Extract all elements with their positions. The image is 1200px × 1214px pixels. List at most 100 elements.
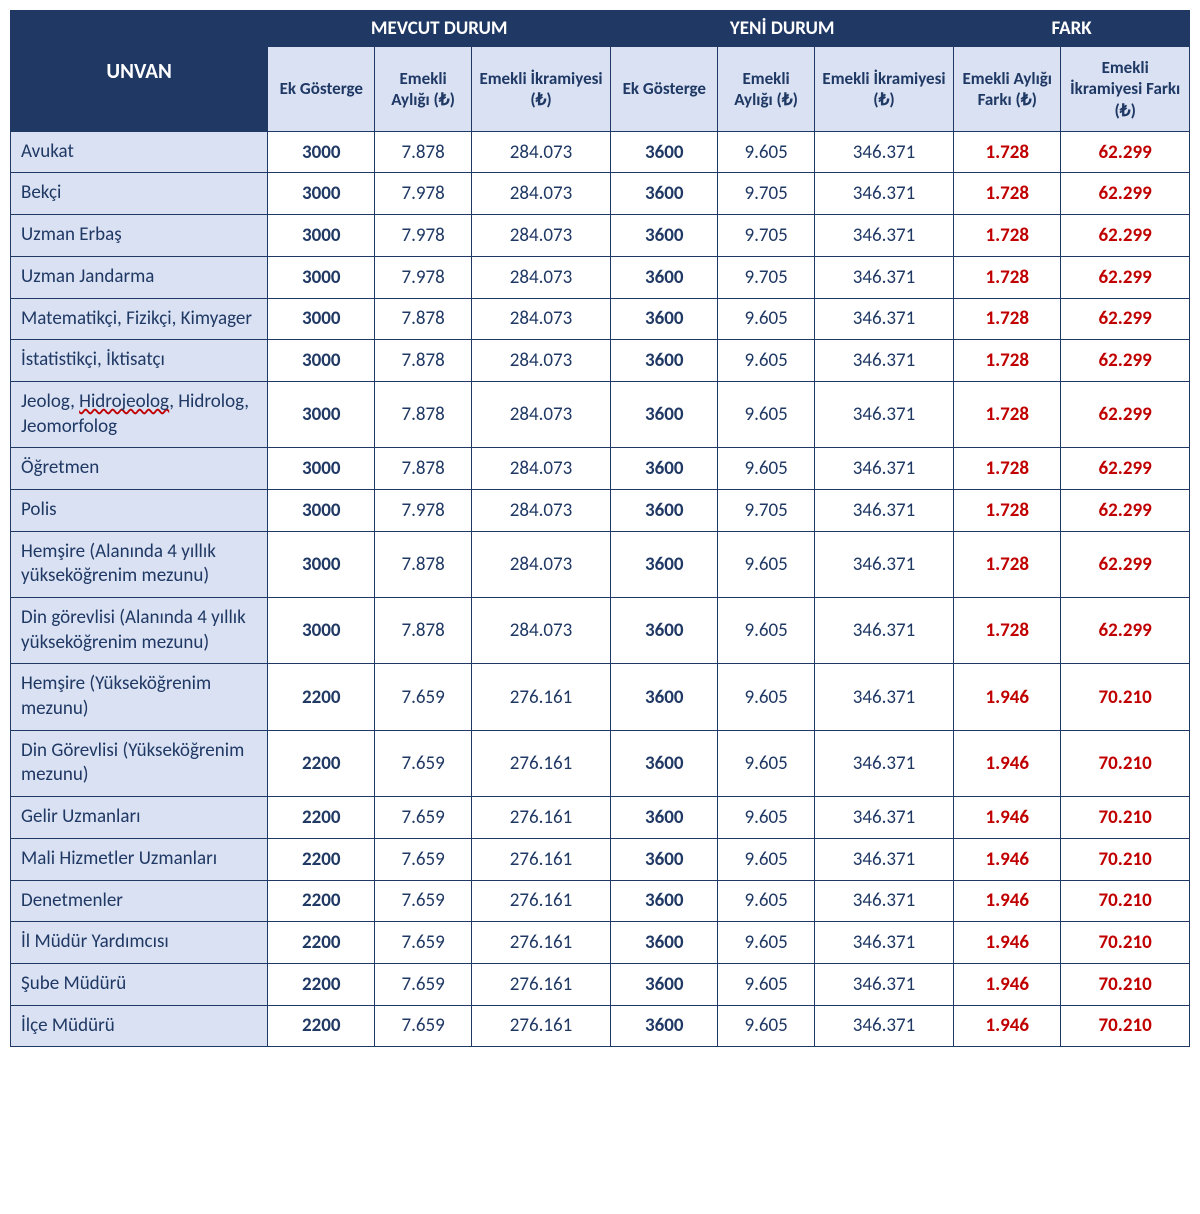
table-row: Şube Müdürü22007.659276.16136009.605346.… — [11, 963, 1190, 1005]
cell-fark-ikram: 62.299 — [1061, 173, 1190, 215]
cell-mevcut-aylik: 7.878 — [375, 448, 471, 490]
cell-mevcut-ek: 3000 — [268, 531, 375, 597]
cell-title: Jeolog, Hidrojeolog, Hidrolog, Jeomorfol… — [11, 381, 268, 447]
cell-yeni-aylik: 9.605 — [718, 381, 814, 447]
cell-fark-ikram: 70.210 — [1061, 797, 1190, 839]
cell-mevcut-aylik: 7.878 — [375, 340, 471, 382]
cell-yeni-ek: 3600 — [611, 448, 718, 490]
cell-yeni-ek: 3600 — [611, 215, 718, 257]
cell-mevcut-ikram: 276.161 — [471, 922, 610, 964]
cell-fark-aylik: 1.946 — [954, 880, 1061, 922]
cell-mevcut-aylik: 7.978 — [375, 173, 471, 215]
header-group-mevcut: MEVCUT DURUM — [268, 11, 611, 47]
cell-fark-ikram: 62.299 — [1061, 131, 1190, 173]
cell-mevcut-ek: 3000 — [268, 489, 375, 531]
cell-title: Din görevlisi (Alanında 4 yıllık yüksekö… — [11, 598, 268, 664]
header-yeni-aylik: Emekli Aylığı (₺) — [718, 47, 814, 132]
header-unvan: UNVAN — [11, 11, 268, 132]
cell-mevcut-ek: 3000 — [268, 256, 375, 298]
cell-yeni-aylik: 9.605 — [718, 531, 814, 597]
cell-fark-ikram: 70.210 — [1061, 963, 1190, 1005]
cell-yeni-ikram: 346.371 — [814, 448, 953, 490]
table-row: Mali Hizmetler Uzmanları22007.659276.161… — [11, 838, 1190, 880]
cell-yeni-ikram: 346.371 — [814, 664, 953, 730]
cell-mevcut-ek: 2200 — [268, 664, 375, 730]
cell-yeni-aylik: 9.605 — [718, 797, 814, 839]
cell-yeni-ikram: 346.371 — [814, 340, 953, 382]
cell-mevcut-ek: 2200 — [268, 963, 375, 1005]
cell-yeni-ek: 3600 — [611, 256, 718, 298]
cell-title: Din Görevlisi (Yükseköğrenim mezunu) — [11, 730, 268, 796]
cell-mevcut-aylik: 7.978 — [375, 489, 471, 531]
cell-yeni-aylik: 9.705 — [718, 173, 814, 215]
cell-mevcut-ikram: 284.073 — [471, 340, 610, 382]
cell-yeni-ek: 3600 — [611, 1005, 718, 1047]
cell-mevcut-ikram: 276.161 — [471, 838, 610, 880]
table-row: Jeolog, Hidrojeolog, Hidrolog, Jeomorfol… — [11, 381, 1190, 447]
header-fark-ikram: Emekli İkramiyesi Farkı (₺) — [1061, 47, 1190, 132]
cell-mevcut-ikram: 284.073 — [471, 531, 610, 597]
cell-title: Hemşire (Alanında 4 yıllık yükseköğrenim… — [11, 531, 268, 597]
cell-yeni-aylik: 9.605 — [718, 448, 814, 490]
cell-yeni-ek: 3600 — [611, 381, 718, 447]
header-yeni-ikram: Emekli İkramiyesi (₺) — [814, 47, 953, 132]
cell-title: Denetmenler — [11, 880, 268, 922]
table-row: İlçe Müdürü22007.659276.16136009.605346.… — [11, 1005, 1190, 1047]
cell-mevcut-ek: 2200 — [268, 922, 375, 964]
cell-fark-aylik: 1.946 — [954, 963, 1061, 1005]
cell-mevcut-ek: 3000 — [268, 598, 375, 664]
cell-mevcut-aylik: 7.659 — [375, 730, 471, 796]
cell-title: Gelir Uzmanları — [11, 797, 268, 839]
cell-mevcut-aylik: 7.978 — [375, 215, 471, 257]
cell-title: İl Müdür Yardımcısı — [11, 922, 268, 964]
cell-mevcut-aylik: 7.659 — [375, 797, 471, 839]
table-row: Din görevlisi (Alanında 4 yıllık yüksekö… — [11, 598, 1190, 664]
cell-fark-aylik: 1.946 — [954, 797, 1061, 839]
cell-yeni-ikram: 346.371 — [814, 922, 953, 964]
cell-mevcut-ek: 2200 — [268, 730, 375, 796]
cell-mevcut-ikram: 276.161 — [471, 797, 610, 839]
cell-mevcut-ek: 3000 — [268, 340, 375, 382]
cell-title: Uzman Erbaş — [11, 215, 268, 257]
cell-title: Mali Hizmetler Uzmanları — [11, 838, 268, 880]
cell-yeni-ikram: 346.371 — [814, 131, 953, 173]
cell-yeni-ikram: 346.371 — [814, 215, 953, 257]
cell-mevcut-ikram: 276.161 — [471, 880, 610, 922]
salary-comparison-table: UNVAN MEVCUT DURUM YENİ DURUM FARK Ek Gö… — [10, 10, 1190, 1047]
cell-yeni-ikram: 346.371 — [814, 838, 953, 880]
table-row: İl Müdür Yardımcısı22007.659276.16136009… — [11, 922, 1190, 964]
cell-mevcut-ikram: 284.073 — [471, 173, 610, 215]
cell-mevcut-ek: 3000 — [268, 448, 375, 490]
table-row: Öğretmen30007.878284.07336009.605346.371… — [11, 448, 1190, 490]
cell-yeni-aylik: 9.705 — [718, 489, 814, 531]
cell-mevcut-ikram: 276.161 — [471, 1005, 610, 1047]
cell-title: Öğretmen — [11, 448, 268, 490]
cell-title: Polis — [11, 489, 268, 531]
cell-fark-ikram: 62.299 — [1061, 531, 1190, 597]
cell-yeni-ek: 3600 — [611, 173, 718, 215]
cell-yeni-ikram: 346.371 — [814, 797, 953, 839]
cell-fark-ikram: 70.210 — [1061, 730, 1190, 796]
table-row: Hemşire (Yükseköğrenim mezunu)22007.6592… — [11, 664, 1190, 730]
cell-yeni-aylik: 9.605 — [718, 131, 814, 173]
cell-yeni-aylik: 9.605 — [718, 664, 814, 730]
cell-mevcut-ek: 3000 — [268, 381, 375, 447]
cell-yeni-ek: 3600 — [611, 298, 718, 340]
cell-title: İstatistikçi, İktisatçı — [11, 340, 268, 382]
cell-yeni-ek: 3600 — [611, 880, 718, 922]
cell-yeni-aylik: 9.605 — [718, 298, 814, 340]
cell-title: Matematikçi, Fizikçi, Kimyager — [11, 298, 268, 340]
table-head: UNVAN MEVCUT DURUM YENİ DURUM FARK Ek Gö… — [11, 11, 1190, 132]
cell-fark-ikram: 70.210 — [1061, 838, 1190, 880]
cell-mevcut-aylik: 7.878 — [375, 381, 471, 447]
cell-fark-aylik: 1.946 — [954, 730, 1061, 796]
cell-yeni-aylik: 9.605 — [718, 838, 814, 880]
cell-mevcut-ikram: 276.161 — [471, 730, 610, 796]
cell-yeni-ek: 3600 — [611, 730, 718, 796]
cell-yeni-ek: 3600 — [611, 598, 718, 664]
cell-fark-ikram: 62.299 — [1061, 340, 1190, 382]
cell-fark-ikram: 62.299 — [1061, 489, 1190, 531]
cell-fark-aylik: 1.946 — [954, 922, 1061, 964]
table-row: Din Görevlisi (Yükseköğrenim mezunu)2200… — [11, 730, 1190, 796]
cell-mevcut-aylik: 7.878 — [375, 298, 471, 340]
